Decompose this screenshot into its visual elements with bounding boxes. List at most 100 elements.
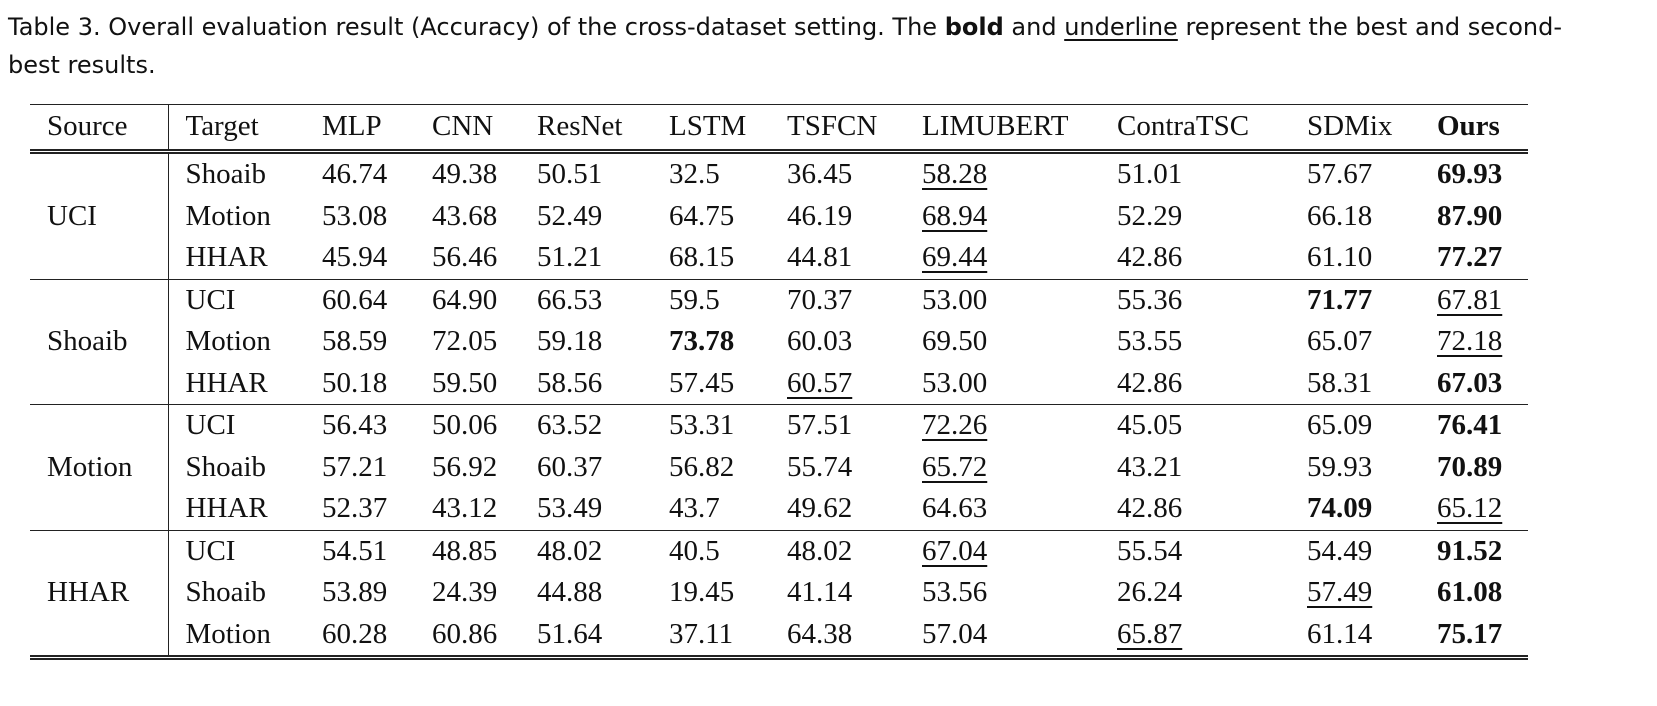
value-cell: 59.18: [520, 321, 652, 363]
table-row: Shoaib UCI 60.64 64.90 66.53 59.5 70.37 53.00 55…: [30, 279, 1528, 405]
value-text: 58.31: [1307, 366, 1373, 399]
value-cell: 64.38: [770, 614, 905, 658]
value-text: 67.04: [922, 534, 988, 567]
value-cell: 53.55: [1100, 321, 1290, 363]
value-cell: 57.67: [1290, 152, 1420, 196]
value-text: 44.88: [537, 576, 603, 608]
source-cell: UCI: [30, 151, 169, 279]
value-text: 60.57: [787, 366, 853, 399]
value-text: 54.49: [1307, 534, 1373, 567]
table-row: UCI Shoaib 46.74 49.38 50.51 32.5 36.45 58.28 51…: [30, 151, 1528, 279]
value-text: 43.68: [432, 199, 498, 232]
value-cell: 51.01: [1100, 152, 1290, 196]
value-text: 74.09: [1307, 492, 1373, 524]
value-text: 65.72: [922, 450, 988, 483]
value-cell: 56.82: [652, 447, 770, 489]
value-text: 70.89: [1437, 450, 1503, 483]
value-cell: 53.89: [305, 572, 415, 614]
value-text: 51.01: [1117, 158, 1183, 190]
value-text: 19.45: [669, 576, 735, 608]
value-text: 46.74: [322, 158, 388, 190]
value-cell: 61.14: [1290, 614, 1420, 658]
value-cell: 60.86: [415, 614, 520, 658]
value-cell: 60.57: [770, 363, 905, 405]
value-cell: 64.90: [415, 279, 520, 321]
value-text: 56.82: [669, 450, 735, 483]
value-cell: 60.37: [520, 447, 652, 489]
value-text: 52.37: [322, 492, 388, 524]
value-cell: 66.18: [1290, 196, 1420, 238]
value-text: 64.90: [432, 283, 498, 316]
header-row: Source Target MLP CNN ResNet LSTM TSFCN LIMUBER…: [30, 104, 1528, 152]
value-cell: 65.07: [1290, 321, 1420, 363]
value-cell: 42.86: [1100, 363, 1290, 405]
value-text: 26.24: [1117, 576, 1183, 608]
value-text: 56.43: [322, 409, 388, 441]
value-text: 53.56: [922, 576, 988, 608]
value-cell: 42.86: [1100, 237, 1290, 279]
value-text: 59.5: [669, 283, 720, 316]
value-cell: 57.21: [305, 447, 415, 489]
value-cell: 68.15: [652, 237, 770, 279]
column-header: MLP: [322, 110, 382, 143]
value-text: 61.08: [1437, 576, 1503, 608]
value-text: 55.36: [1117, 283, 1183, 316]
value-cell: 52.49: [520, 196, 652, 238]
value-text: 65.09: [1307, 409, 1373, 441]
value-cell: 43.12: [415, 488, 520, 530]
value-text: 60.28: [322, 617, 388, 650]
value-cell: 61.10: [1290, 237, 1420, 279]
value-text: 51.64: [537, 617, 603, 650]
value-text: 45.94: [322, 241, 388, 273]
value-cell: 46.19: [770, 196, 905, 238]
value-cell: 58.31: [1290, 363, 1420, 405]
target-cell: Shoaib: [185, 576, 267, 608]
target-cell: Motion: [185, 325, 271, 357]
column-header: TSFCN: [787, 110, 878, 143]
value-cell: 43.21: [1100, 447, 1290, 489]
value-cell: 53.00: [905, 363, 1100, 405]
value-text: 53.31: [669, 409, 735, 441]
value-cell: 42.86: [1100, 488, 1290, 530]
value-cell: 49.38: [415, 152, 520, 196]
value-cell: 73.78: [652, 321, 770, 363]
value-text: 58.28: [922, 158, 988, 190]
value-text: 67.81: [1437, 283, 1503, 316]
value-cell: 54.51: [305, 530, 415, 572]
value-cell: 54.49: [1290, 530, 1420, 572]
value-text: 53.00: [922, 366, 988, 399]
value-cell: 57.04: [905, 614, 1100, 658]
value-cell: 77.27: [1420, 237, 1528, 279]
value-cell: 37.11: [652, 614, 770, 658]
value-text: 64.38: [787, 617, 853, 650]
value-text: 61.10: [1307, 241, 1373, 273]
value-text: 53.49: [537, 492, 603, 524]
column-header: CNN: [432, 110, 494, 143]
value-cell: 70.89: [1420, 447, 1528, 489]
caption-text: and: [1003, 13, 1065, 41]
value-cell: 26.24: [1100, 572, 1290, 614]
value-text: 70.37: [787, 283, 853, 316]
value-text: 72.18: [1437, 325, 1503, 357]
value-cell: 43.7: [652, 488, 770, 530]
value-text: 65.12: [1437, 492, 1503, 524]
value-cell: 52.37: [305, 488, 415, 530]
value-cell: 71.77: [1290, 279, 1420, 321]
value-text: 53.08: [322, 199, 388, 232]
target-cell: Shoaib: [185, 450, 267, 483]
table-row: Motion 58.59 72.05 59.18 73.78 60.03 69.50 53.5…: [30, 321, 1528, 363]
value-cell: 50.18: [305, 363, 415, 405]
value-cell: 52.29: [1100, 196, 1290, 238]
row-group: HHAR UCI 54.51 48.85 48.02 40.5 48.02 67.04 55.5…: [30, 530, 1528, 658]
value-cell: 53.49: [520, 488, 652, 530]
value-text: 61.14: [1307, 617, 1373, 650]
value-text: 72.05: [432, 325, 498, 357]
value-cell: 48.02: [770, 530, 905, 572]
column-header: Ours: [1437, 110, 1500, 143]
value-cell: 72.05: [415, 321, 520, 363]
value-cell: 60.64: [305, 279, 415, 321]
value-cell: 56.43: [305, 405, 415, 447]
value-text: 52.49: [537, 199, 603, 232]
value-cell: 65.87: [1100, 614, 1290, 658]
value-cell: 67.81: [1420, 279, 1528, 321]
